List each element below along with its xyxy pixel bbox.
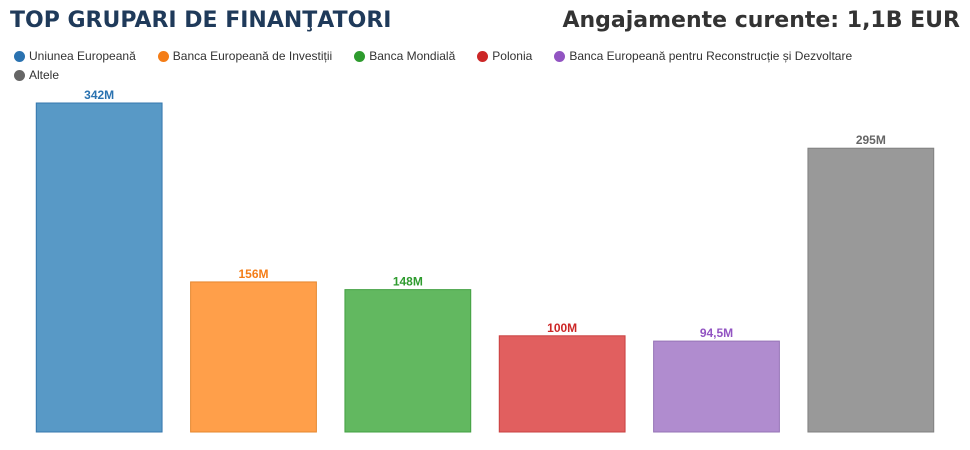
- bar-banca-mondiala[interactable]: [344, 289, 472, 433]
- legend-swatch: [554, 50, 566, 62]
- legend-item-banca-mondiala[interactable]: Banca Mondială: [354, 49, 455, 63]
- bar-banca-europeana-de-investitii[interactable]: [190, 281, 317, 433]
- legend-label: Altele: [29, 68, 60, 82]
- legend-swatch: [14, 69, 25, 81]
- legend: Uniunea Europeană Banca Europeană de Inve…: [14, 49, 894, 82]
- bar-altele[interactable]: [807, 147, 935, 433]
- legend-swatch: [14, 50, 25, 62]
- legend-label: Polonia: [492, 49, 533, 63]
- bar-value-label: 94,5M: [700, 326, 733, 340]
- legend-swatch: [354, 50, 366, 62]
- bar-polonia[interactable]: [498, 335, 626, 433]
- legend-label: Banca Mondială: [369, 49, 456, 63]
- current-commitments: Angajamente curente: 1,1B EUR: [562, 8, 960, 33]
- legend-label: Banca Europeană pentru Reconstrucție și …: [569, 49, 853, 63]
- legend-label: Uniunea Europeană: [29, 49, 136, 63]
- bar-value-label: 295M: [856, 133, 886, 147]
- legend-item-uniunea-europeana[interactable]: Uniunea Europeană: [14, 49, 136, 63]
- legend-swatch: [157, 50, 169, 62]
- bar-value-label: 156M: [238, 267, 268, 281]
- legend-label: Banca Europeană de Investiții: [172, 49, 333, 63]
- legend-swatch: [477, 50, 489, 62]
- legend-item-banca-europeana-pentru-reconstructie-si-dezvoltare[interactable]: Banca Europeană pentru Reconstrucție și …: [554, 49, 852, 63]
- legend-item-polonia[interactable]: Polonia: [477, 49, 532, 63]
- bar-value-label: 342M: [84, 88, 114, 102]
- legend-item-banca-europeana-de-investitii[interactable]: Banca Europeană de Investiții: [157, 49, 333, 63]
- bar-uniunea-europeana[interactable]: [35, 102, 163, 433]
- bar-banca-europeana-pentru-reconstructie-si-dezvoltare[interactable]: [653, 340, 780, 433]
- bar-value-label: 148M: [393, 275, 423, 289]
- bar-value-label: 100M: [547, 321, 577, 335]
- chart-title: TOP GRUPARI DE FINANŢATORI: [10, 8, 392, 33]
- legend-item-altele[interactable]: Altele: [14, 68, 59, 82]
